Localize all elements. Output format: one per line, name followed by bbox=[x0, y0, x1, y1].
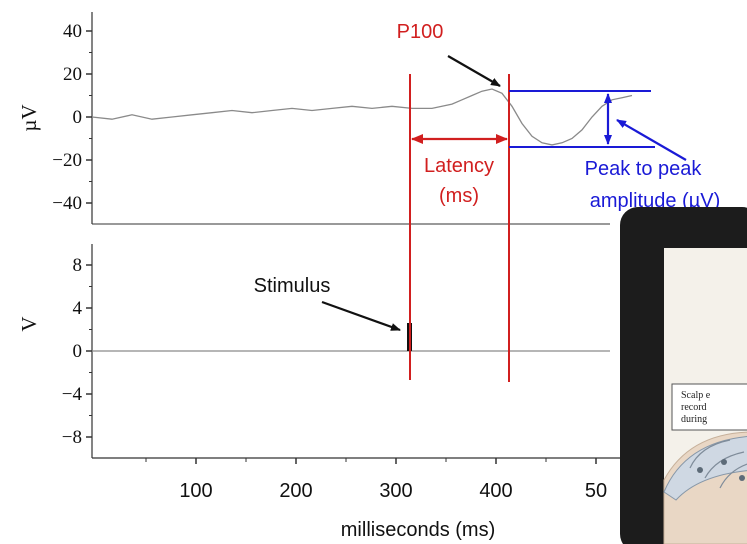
inset-caption-box bbox=[671, 383, 747, 431]
upper-y-tick-label: 20 bbox=[63, 64, 82, 85]
latency-label-line2: (ms) bbox=[439, 185, 479, 207]
upper-panel: 40 20 0 −20 −40 µV bbox=[17, 12, 633, 225]
latency-label-line1: Latency bbox=[424, 155, 494, 177]
lower-y-tick-label: −8 bbox=[62, 427, 82, 448]
x-tick-label: 300 bbox=[379, 480, 412, 502]
upper-y-tick-label: −40 bbox=[52, 193, 82, 214]
peak-label-line2: amplitude (µV) bbox=[590, 190, 720, 212]
electrode-wires bbox=[689, 439, 747, 489]
lower-y-ticks: 8 4 0 −4 −8 bbox=[62, 255, 92, 448]
stimulus-arrow bbox=[321, 300, 401, 332]
peak-label-line1: Peak to peak bbox=[585, 158, 703, 180]
latency-label-background bbox=[412, 150, 507, 210]
lower-y-tick-label: 0 bbox=[73, 341, 83, 362]
inset-caption-line1: Scalp e bbox=[681, 390, 711, 401]
inset-caption-line2: record bbox=[681, 402, 707, 413]
electrode bbox=[721, 459, 727, 465]
electrode bbox=[697, 467, 703, 473]
upper-y-axis-label: µV bbox=[17, 104, 41, 131]
stimulus-label: Stimulus bbox=[254, 275, 331, 297]
electrode bbox=[739, 475, 745, 481]
x-tick-label: 100 bbox=[179, 480, 212, 502]
x-tick-label: 400 bbox=[479, 480, 512, 502]
latency-annotation: Latency (ms) P100 bbox=[397, 21, 510, 382]
upper-y-tick-label: 40 bbox=[63, 21, 82, 42]
upper-y-ticks: 40 20 0 −20 −40 bbox=[52, 21, 92, 214]
peak-to-peak-annotation: Peak to peak amplitude (µV) bbox=[509, 90, 720, 212]
lower-y-tick-label: 8 bbox=[73, 255, 83, 276]
electrode-cap-illustration bbox=[663, 436, 747, 501]
upper-y-tick-label: −20 bbox=[52, 150, 82, 171]
p100-arrow bbox=[447, 55, 501, 87]
x-axis-label: milliseconds (ms) bbox=[341, 519, 495, 541]
lower-y-tick-label: −4 bbox=[62, 384, 83, 405]
lower-y-axis-label: V bbox=[17, 316, 41, 331]
x-axis-ticks: 100 200 300 400 50 bbox=[145, 458, 607, 502]
lower-panel: 8 4 0 −4 −8 100 200 300 400 50 V milliseconds (m… bbox=[17, 244, 640, 541]
upper-y-tick-label: 0 bbox=[73, 107, 83, 128]
lower-y-tick-label: 4 bbox=[73, 298, 83, 319]
x-tick-label: 200 bbox=[279, 480, 312, 502]
p100-label: P100 bbox=[397, 21, 444, 43]
inset-caption-line3: during bbox=[681, 414, 707, 425]
eeg-trace-line bbox=[91, 88, 633, 146]
x-tick-label: 50 bbox=[585, 480, 607, 502]
tablet-inset: Scalp e record during bbox=[620, 207, 747, 544]
peak-pointer-arrow bbox=[616, 119, 687, 161]
